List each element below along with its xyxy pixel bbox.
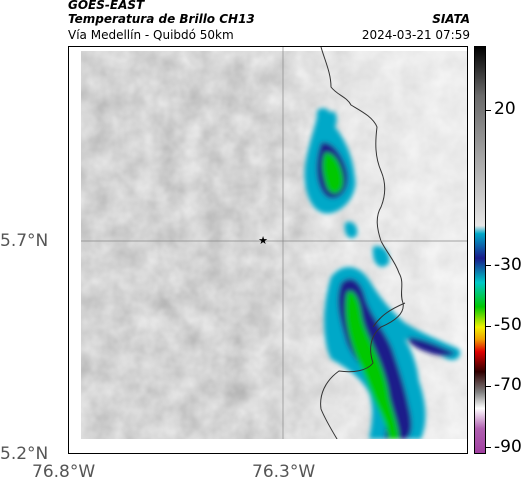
location-label: Vía Medellín - Quibdó 50km xyxy=(68,28,234,42)
product-title: Temperatura de Brillo CH13 xyxy=(68,12,255,26)
map-canvas: ★ xyxy=(69,47,467,453)
lat-label-5-7: 5.7°N xyxy=(0,231,49,251)
lon-label-76-3: 76.3°W xyxy=(252,462,316,482)
organization-label: SIATA xyxy=(432,12,470,26)
colorbar-label-minus70: -70 xyxy=(494,375,522,395)
colorbar-label-minus90: -90 xyxy=(494,437,522,457)
convective-cells xyxy=(304,108,461,439)
graticule xyxy=(69,47,467,453)
colorbar-label-minus30: -30 xyxy=(494,255,522,275)
colorbar-label-minus50: -50 xyxy=(494,315,522,335)
colorbar-label-20: 20 xyxy=(494,99,516,119)
lon-label-76-8: 76.8°W xyxy=(32,462,96,482)
satellite-map[interactable]: ★ xyxy=(68,46,468,454)
timestamp-label: 2024-03-21 07:59 xyxy=(361,28,470,42)
lat-label-5-2: 5.2°N xyxy=(0,444,49,464)
location-marker: ★ xyxy=(258,234,268,247)
satellite-name: GOES-EAST xyxy=(68,0,145,12)
coastline xyxy=(320,47,406,453)
colorbar xyxy=(474,46,486,454)
